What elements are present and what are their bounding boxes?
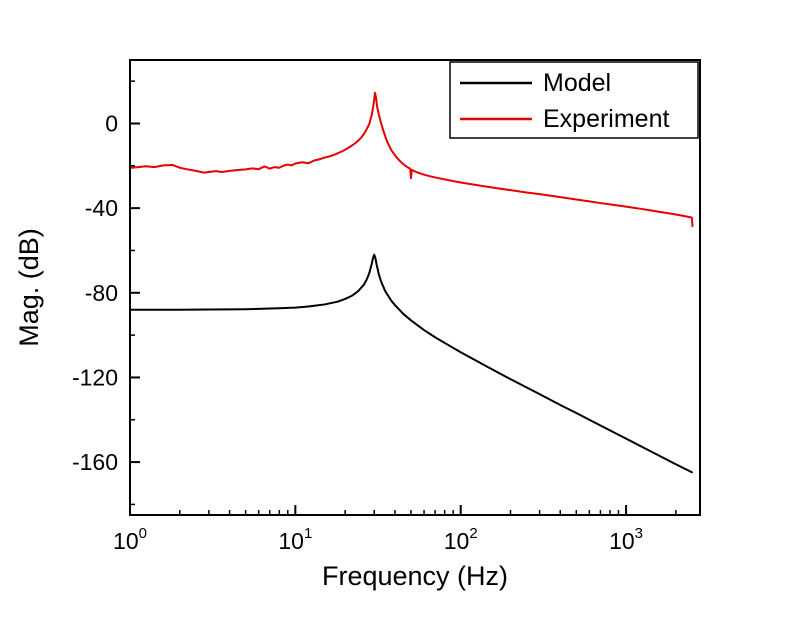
y-tick-label: 0 xyxy=(105,110,118,136)
x-axis-title: Frequency (Hz) xyxy=(322,561,508,591)
y-tick-label: -160 xyxy=(72,449,118,475)
series-line-experiment xyxy=(129,91,694,228)
y-axis-title: Mag. (dB) xyxy=(14,228,44,347)
y-tick-label: -120 xyxy=(72,364,118,390)
x-tick-label: 103 xyxy=(609,525,643,554)
legend-experiment-label: Experiment xyxy=(543,105,669,133)
x-tick-label: 101 xyxy=(278,525,312,554)
y-tick-label: -40 xyxy=(85,195,118,221)
legend-model-label: Model xyxy=(543,69,611,97)
x-tick-label: 102 xyxy=(444,525,478,554)
series-line-model xyxy=(129,253,693,474)
legend-box xyxy=(449,61,699,139)
y-tick-label: -80 xyxy=(85,280,118,306)
axes-box xyxy=(129,59,701,516)
x-tick-label: 100 xyxy=(113,525,147,554)
